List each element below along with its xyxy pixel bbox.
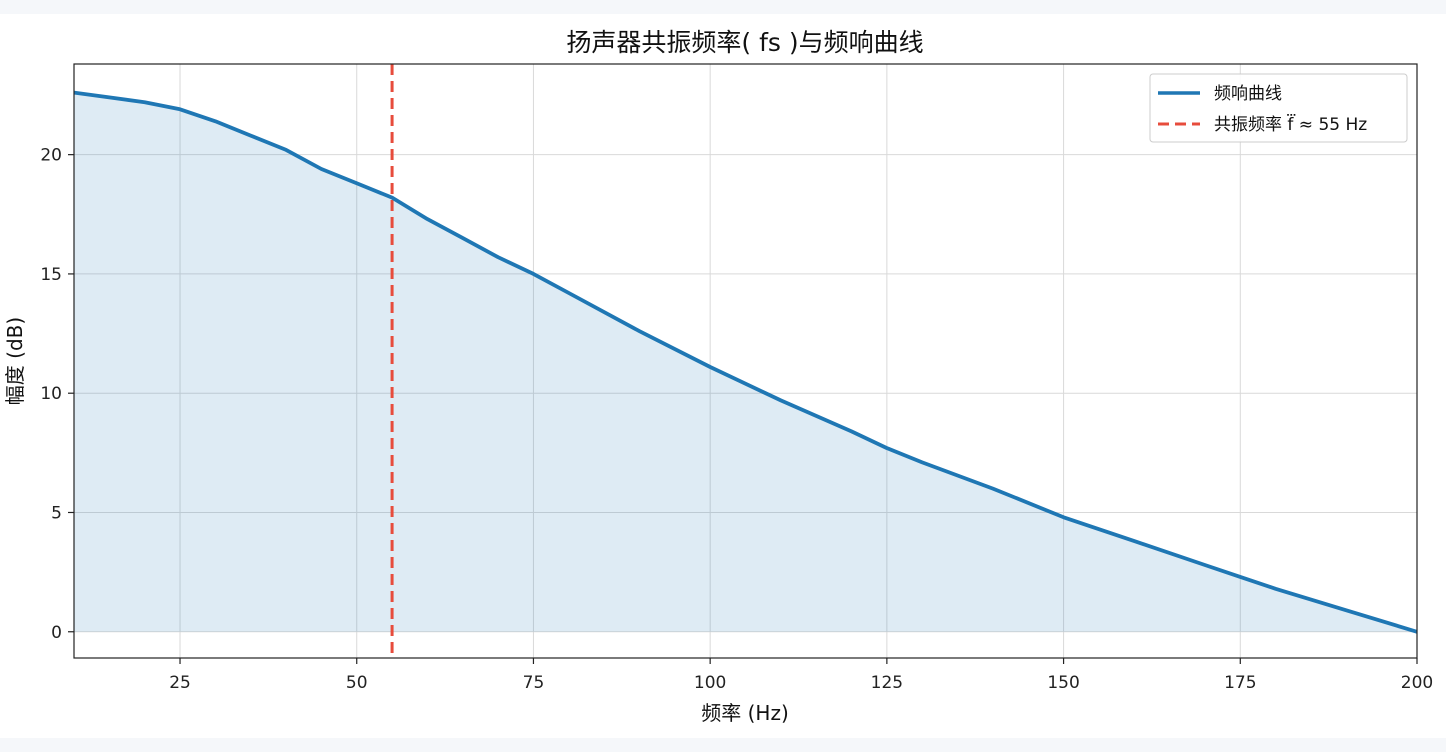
x-tick-label: 100 [694, 673, 726, 693]
x-tick-label: 125 [871, 673, 903, 693]
legend-entry-curve: 频响曲线 [1214, 84, 1282, 104]
x-tick-label: 25 [169, 673, 191, 693]
area-fill-layer [74, 92, 1417, 632]
y-axis-ticks: 0 5 10 15 20 [40, 146, 74, 643]
x-tick-label: 175 [1224, 673, 1256, 693]
y-axis-label: 幅度 (dB) [3, 317, 27, 405]
plot-area [74, 64, 1417, 658]
frequency-response-chart: 扬声器共振频率( fs )与频响曲线 25 50 75 100 125 150 175 200… [3, 28, 1433, 725]
x-tick-label: 50 [346, 673, 368, 693]
plot-frame [73, 63, 1418, 659]
y-tick-label: 10 [40, 384, 62, 404]
series-line-layer [74, 90, 1417, 634]
chart-title: 扬声器共振频率( fs )与频响曲线 [566, 28, 923, 57]
x-tick-label: 150 [1047, 673, 1079, 693]
series-line-frequency-response [74, 90, 1417, 634]
legend-box [1149, 73, 1408, 143]
y-tick-label: 5 [51, 503, 62, 523]
legend: 频响曲线 共振频率 f⃛ ≈ 55 Hz [1149, 73, 1408, 143]
x-tick-label: 75 [523, 673, 545, 693]
y-tick-label: 15 [40, 265, 62, 285]
x-tick-label: 200 [1401, 673, 1433, 693]
chart-figure: 扬声器共振频率( fs )与频响曲线 25 50 75 100 125 150 175 200… [0, 14, 1446, 738]
y-tick-label: 20 [40, 146, 62, 166]
legend-entry-resonance: 共振频率 f⃛ ≈ 55 Hz [1214, 114, 1367, 135]
series-area-fill [74, 92, 1417, 632]
x-axis-label: 频率 (Hz) [701, 701, 789, 725]
x-axis-ticks: 25 50 75 100 125 150 175 200 [169, 658, 1433, 693]
y-tick-label: 0 [51, 623, 62, 643]
